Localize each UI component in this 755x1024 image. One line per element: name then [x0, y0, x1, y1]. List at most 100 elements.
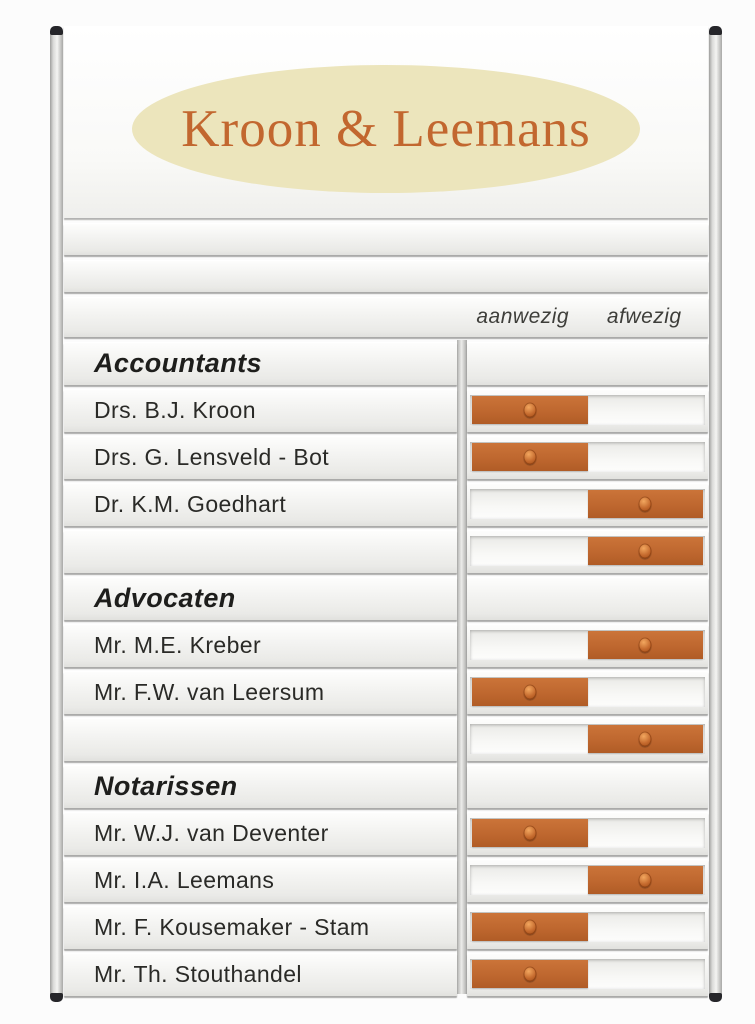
slider-knob[interactable] — [523, 402, 537, 418]
blank-status-plate — [467, 765, 708, 808]
slider-knob[interactable] — [523, 449, 537, 465]
blank-status-plate — [467, 577, 708, 620]
status-track[interactable] — [470, 536, 705, 566]
company-name: Kroon & Leemans — [181, 100, 591, 158]
member-rows: Accountants Drs. B.J. Kroon — [64, 340, 708, 996]
member-row: Dr. K.M. Goedhart — [64, 483, 708, 526]
frame-rail-right — [709, 26, 722, 1002]
name-plate: Drs. G. Lensveld - Bot — [64, 436, 457, 479]
status-slider[interactable] — [587, 725, 703, 753]
status-track[interactable] — [470, 630, 705, 660]
slider-knob[interactable] — [638, 543, 652, 559]
section-plate: Advocaten — [64, 577, 457, 620]
status-plate — [467, 389, 708, 432]
member-name: Drs. G. Lensveld - Bot — [94, 444, 330, 470]
status-plate — [467, 953, 708, 996]
slider-knob[interactable] — [638, 637, 652, 653]
member-name: Drs. B.J. Kroon — [94, 397, 256, 423]
member-name: Mr. Th. Stouthandel — [94, 961, 302, 987]
section-row: Advocaten — [64, 577, 708, 620]
status-plate — [467, 530, 708, 573]
section-title: Accountants — [94, 348, 262, 378]
section-title: Notarissen — [94, 771, 238, 801]
absent-column-label: afwezig — [606, 305, 682, 328]
blank-slat — [64, 223, 708, 255]
status-track[interactable] — [470, 677, 705, 707]
member-row: Mr. I.A. Leemans — [64, 859, 708, 902]
status-slider[interactable] — [587, 537, 703, 565]
member-name: Mr. W.J. van Deventer — [94, 820, 329, 846]
status-plate — [467, 671, 708, 714]
slider-knob[interactable] — [638, 496, 652, 512]
status-plate — [467, 436, 708, 479]
status-track[interactable] — [470, 442, 705, 472]
present-column-label: aanwezig — [476, 305, 570, 328]
name-plate: Dr. K.M. Goedhart — [64, 483, 457, 526]
member-name: Mr. F. Kousemaker - Stam — [94, 914, 370, 940]
member-row: Drs. B.J. Kroon — [64, 389, 708, 432]
status-slider[interactable] — [587, 490, 703, 518]
slider-knob[interactable] — [523, 919, 537, 935]
member-row — [64, 530, 708, 573]
member-name: Mr. F.W. van Leersum — [94, 679, 325, 705]
status-plate — [467, 906, 708, 949]
status-track[interactable] — [470, 489, 705, 519]
frame-rail-left — [50, 26, 63, 1002]
member-row: Mr. F.W. van Leersum — [64, 671, 708, 714]
member-row: Drs. G. Lensveld - Bot — [64, 436, 708, 479]
name-plate: Mr. Th. Stouthandel — [64, 953, 457, 996]
slider-knob[interactable] — [523, 684, 537, 700]
slider-knob[interactable] — [638, 731, 652, 747]
status-plate — [467, 859, 708, 902]
status-track[interactable] — [470, 724, 705, 754]
directory-board: Kroon & Leemans aanwezig afwezig Account… — [50, 26, 722, 1004]
status-slider[interactable] — [472, 913, 588, 941]
blank-status-plate — [467, 342, 708, 385]
name-plate: Mr. F.W. van Leersum — [64, 671, 457, 714]
section-plate: Notarissen — [64, 765, 457, 808]
status-plate — [467, 812, 708, 855]
member-row: Mr. F. Kousemaker - Stam — [64, 906, 708, 949]
status-slider[interactable] — [472, 819, 588, 847]
column-header-slat: aanwezig afwezig — [64, 297, 708, 337]
logo-panel: Kroon & Leemans — [64, 26, 708, 218]
member-name: Mr. I.A. Leemans — [94, 867, 275, 893]
member-row: Mr. W.J. van Deventer — [64, 812, 708, 855]
member-name: Mr. M.E. Kreber — [94, 632, 262, 658]
column-labels: aanwezig afwezig — [462, 305, 708, 329]
status-slider[interactable] — [472, 678, 588, 706]
name-plate: Mr. W.J. van Deventer — [64, 812, 457, 855]
column-divider-rail — [457, 340, 467, 994]
status-slider[interactable] — [587, 866, 703, 894]
status-plate — [467, 483, 708, 526]
status-track[interactable] — [470, 865, 705, 895]
slider-knob[interactable] — [523, 825, 537, 841]
company-logo: Kroon & Leemans — [132, 65, 640, 193]
board-content: Kroon & Leemans aanwezig afwezig Account… — [63, 26, 709, 1004]
status-track[interactable] — [470, 912, 705, 942]
status-plate — [467, 624, 708, 667]
status-slider[interactable] — [472, 396, 588, 424]
member-row — [64, 718, 708, 761]
status-track[interactable] — [470, 959, 705, 989]
section-title: Advocaten — [94, 583, 236, 613]
member-name: Dr. K.M. Goedhart — [94, 491, 287, 517]
slider-knob[interactable] — [638, 872, 652, 888]
status-slider[interactable] — [472, 960, 588, 988]
blank-slat — [64, 260, 708, 292]
name-plate: Mr. M.E. Kreber — [64, 624, 457, 667]
section-row: Accountants — [64, 342, 708, 385]
status-track[interactable] — [470, 818, 705, 848]
name-plate: Mr. F. Kousemaker - Stam — [64, 906, 457, 949]
name-plate: Mr. I.A. Leemans — [64, 859, 457, 902]
slider-knob[interactable] — [523, 966, 537, 982]
status-track[interactable] — [470, 395, 705, 425]
member-row: Mr. M.E. Kreber — [64, 624, 708, 667]
name-plate: Drs. B.J. Kroon — [64, 389, 457, 432]
status-slider[interactable] — [587, 631, 703, 659]
status-plate — [467, 718, 708, 761]
section-plate: Accountants — [64, 342, 457, 385]
status-slider[interactable] — [472, 443, 588, 471]
section-row: Notarissen — [64, 765, 708, 808]
